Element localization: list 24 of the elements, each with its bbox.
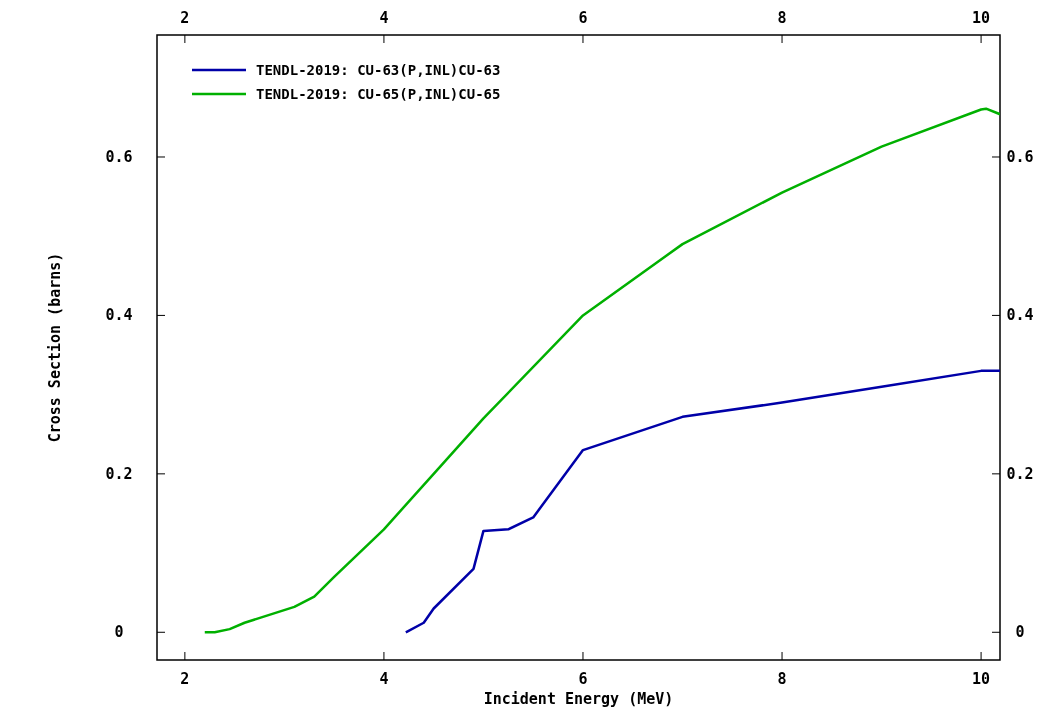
x-tick-label: 4 (379, 9, 389, 27)
legend-label: TENDL-2019: CU-65(P,INL)CU-65 (256, 86, 501, 102)
line-series (203, 107, 1000, 634)
x-tick-label: 10 (972, 9, 991, 27)
x2-tick-label: 6 (578, 670, 588, 688)
line-series (404, 369, 1000, 634)
y-tick-label: 0 (114, 623, 124, 642)
y-tick-label: 0.6 (105, 147, 133, 166)
y-tick-label: 0.4 (105, 306, 133, 325)
y2-tick-label: 0 (1015, 623, 1025, 642)
x-tick-label: 6 (578, 9, 588, 27)
x-tick-label: 2 (180, 9, 190, 27)
x2-tick-label: 2 (180, 670, 190, 688)
y-tick-label: 0.2 (105, 464, 133, 483)
x-tick-label: 8 (777, 9, 787, 27)
y-axis-title: Cross Section (barns) (46, 252, 64, 443)
x2-tick-label: 4 (379, 670, 389, 688)
x2-tick-label: 10 (972, 670, 991, 688)
x-axis-title: Incident Energy (MeV) (483, 690, 674, 708)
y2-tick-label: 0.6 (1006, 147, 1034, 166)
x2-tick-label: 8 (777, 670, 787, 688)
y2-tick-label: 0.4 (1006, 306, 1034, 325)
legend-label: TENDL-2019: CU-63(P,INL)CU-63 (256, 62, 501, 78)
y2-tick-label: 0.2 (1006, 464, 1034, 483)
